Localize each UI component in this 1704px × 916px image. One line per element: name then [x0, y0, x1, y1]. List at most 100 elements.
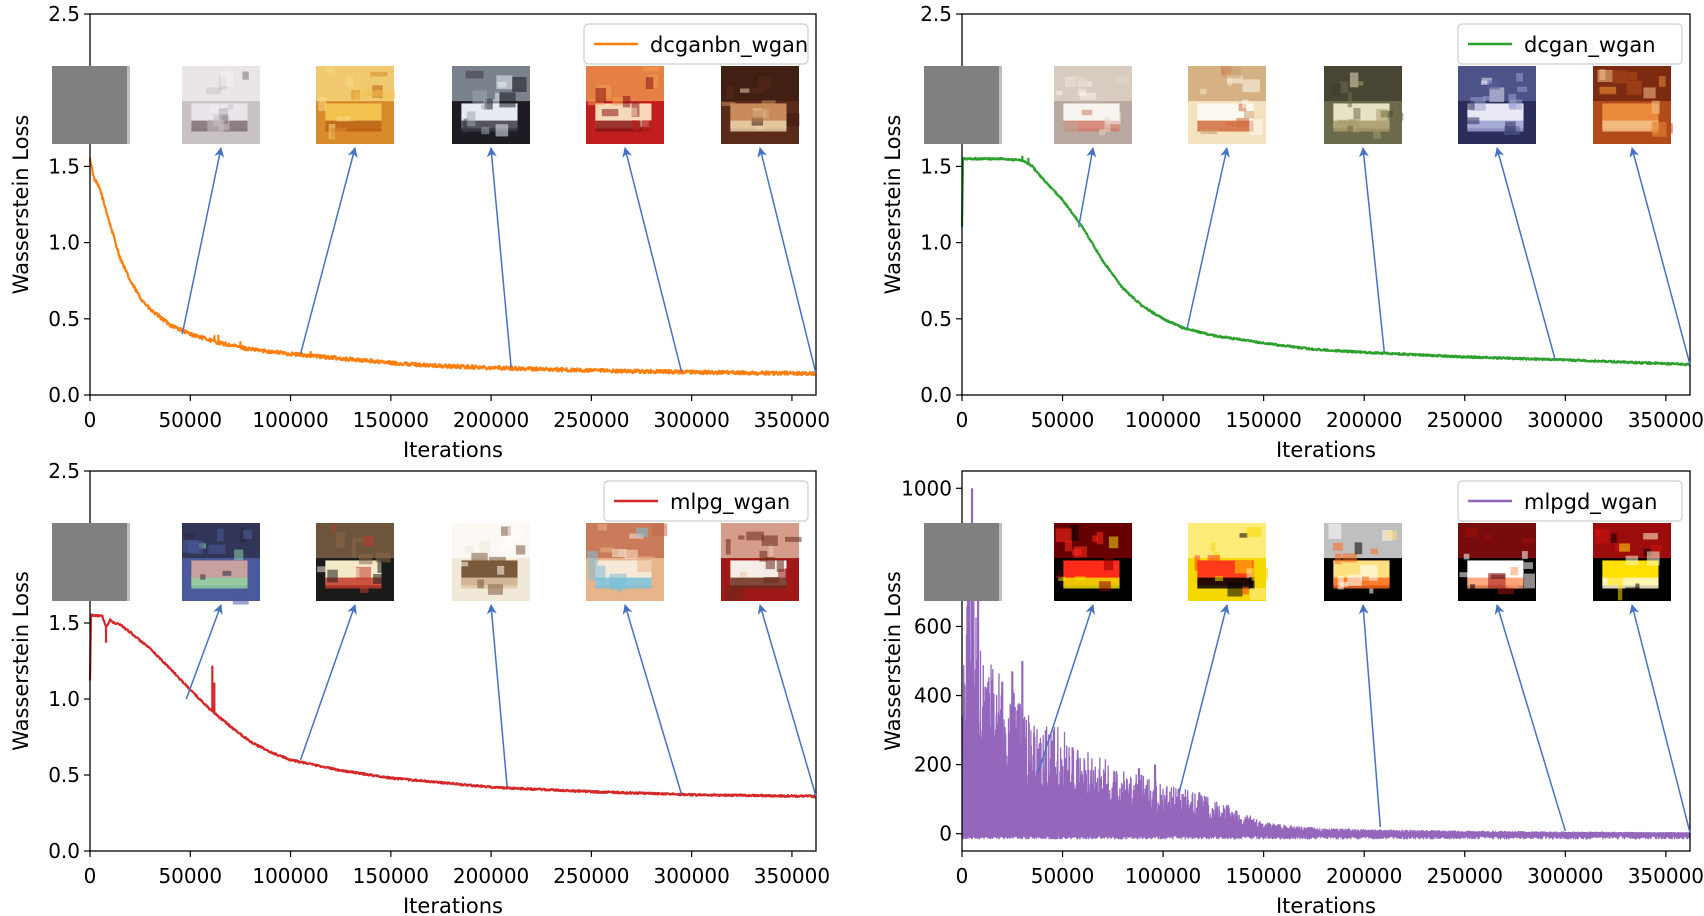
thumb-blob [1055, 90, 1063, 96]
thumb-blob [1484, 534, 1492, 541]
thumb-blob [1073, 78, 1089, 87]
thumb-blob [370, 71, 388, 77]
thumb-blob [200, 574, 206, 580]
thumb-blob [1099, 129, 1106, 136]
thumb-blob [187, 540, 204, 554]
thumb-blob [622, 95, 631, 108]
y-axis-label: Wasserstein Loss [881, 571, 905, 751]
thumb-blob [1200, 129, 1218, 135]
x-tick-label: 150000 [1225, 864, 1301, 888]
x-tick-label: 100000 [252, 408, 328, 432]
thumb-blob [636, 527, 648, 537]
x-tick-label: 50000 [158, 408, 222, 432]
thumb-blob [1481, 77, 1493, 84]
thumb-blob [1646, 551, 1660, 566]
x-tick-label: 0 [84, 864, 97, 888]
thumb-blob [1339, 81, 1348, 94]
thumb-blob [336, 116, 351, 122]
thumb-blob [205, 87, 222, 95]
thumb-blob [736, 105, 753, 117]
annotation-arrow [181, 147, 225, 335]
thumb-blob [631, 120, 639, 131]
thumb-blob [1116, 76, 1130, 85]
thumb-blob [494, 92, 500, 105]
thumb-blob [1594, 528, 1601, 536]
thumb-blob [1211, 542, 1216, 552]
x-tick-label: 350000 [1628, 864, 1704, 888]
thumb-blob [1510, 567, 1519, 576]
sample-thumbnail [721, 66, 800, 144]
thumb-blob [595, 87, 607, 103]
sample-thumbnail [52, 523, 130, 601]
axes-frame [961, 13, 1691, 396]
sample-thumbnail [1593, 66, 1673, 144]
thumb-blob [1509, 99, 1523, 110]
thumb-blob [759, 550, 768, 562]
thumb-blob [350, 109, 355, 122]
annotation-arrow [1037, 604, 1095, 772]
thumb-blob [218, 108, 229, 125]
annotation-arrow [757, 604, 817, 797]
thumb-blob [495, 124, 509, 137]
thumb-blob [1487, 80, 1500, 90]
thumb-blob [1635, 583, 1640, 589]
thumb-blob [1650, 544, 1662, 552]
thumb-blob [1599, 69, 1606, 80]
thumb-blob [1065, 77, 1077, 88]
annotation-arrow [1186, 147, 1230, 329]
thumb-blob [600, 547, 613, 553]
y-tick-label: 1.0 [48, 231, 80, 255]
annotation-arrow [622, 604, 683, 795]
thumb-blob [1523, 562, 1533, 570]
annotation-arrow [1629, 147, 1691, 365]
y-tick-label: 0.0 [48, 383, 80, 407]
x-tick-label: 250000 [553, 408, 629, 432]
thumb-blob [499, 544, 504, 550]
x-tick-label: 50000 [158, 864, 222, 888]
y-tick-label: 1.5 [920, 154, 952, 178]
legend-label: dcgan_wgan [1524, 33, 1656, 58]
thumb-blob [466, 111, 476, 127]
thumb-blob [1619, 543, 1631, 552]
thumb-blob [1251, 568, 1269, 581]
series-line-dcganbn_wgan [88, 157, 818, 377]
y-tick-label: 0.5 [48, 763, 80, 787]
thumb-blob [1199, 88, 1207, 95]
thumb-bed-cover [1333, 120, 1390, 132]
y-tick-label: 200 [914, 753, 952, 777]
thumb-blob [515, 545, 526, 555]
thumb-blob [1611, 533, 1617, 543]
panel-4: 0 50000 100000 150000 200000 250000 300000 3500… [881, 470, 1704, 916]
thumb-blob [1227, 582, 1243, 597]
sample-thumbnail [1054, 523, 1132, 601]
thumb-blob [1246, 568, 1253, 579]
x-tick-label: 350000 [754, 864, 830, 888]
x-tick-label: 150000 [353, 408, 429, 432]
thumb-blob [228, 104, 234, 110]
y-tick-label: 0.5 [920, 307, 952, 331]
thumb-blob [1070, 525, 1079, 541]
thumb-blob [1373, 131, 1381, 139]
thumb-blob [1508, 579, 1519, 589]
thumb-blob [208, 544, 226, 554]
thumb-blob [331, 524, 336, 533]
annotation-arrow [1494, 147, 1556, 361]
thumb-blob [1059, 121, 1077, 138]
thumb-blob [497, 81, 507, 88]
panel-2: 0 50000 100000 150000 200000 250000 300000 3500… [881, 2, 1704, 462]
legend-box [583, 23, 809, 65]
x-tick-label: 0 [84, 408, 97, 432]
thumb-blob [1376, 108, 1389, 121]
thumb-blob [1342, 553, 1358, 563]
thumb-blob [721, 101, 736, 107]
thumb-blob [750, 110, 764, 122]
thumb-blob [755, 125, 763, 130]
thumb-blob [1347, 125, 1353, 135]
thumb-blob [1331, 83, 1341, 95]
thumb-blob [651, 523, 668, 537]
thumb-blob [587, 551, 598, 566]
thumb-blob [477, 579, 485, 589]
x-tick-label: 200000 [453, 408, 529, 432]
thumb-blob [1339, 581, 1348, 587]
